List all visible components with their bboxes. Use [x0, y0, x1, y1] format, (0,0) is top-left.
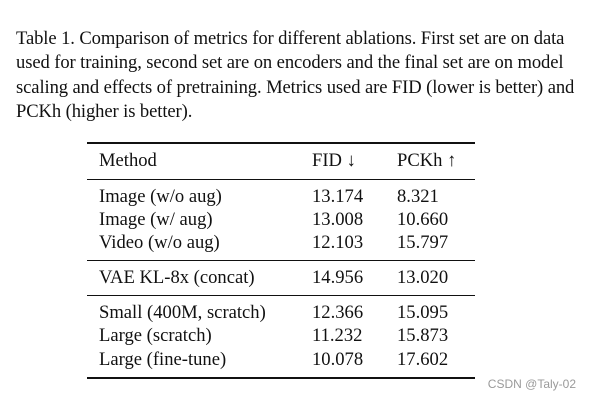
metrics-table: Method FID ↓ PCKh ↑ Image (w/o aug) 13.1…: [87, 142, 475, 379]
method-cell: Image (w/ aug): [99, 208, 213, 230]
method-cell: Large (fine-tune): [99, 348, 227, 370]
method-cell: Video (w/o aug): [99, 232, 220, 253]
pckh-cell: 13.020: [397, 267, 449, 288]
header-fid: FID ↓: [312, 150, 356, 172]
header-method: Method: [99, 150, 157, 172]
table-header-row: Method FID ↓ PCKh ↑: [87, 143, 475, 179]
table-caption: Table 1. Comparison of metrics for diffe…: [16, 28, 575, 123]
method-cell: VAE KL-8x (concat): [99, 267, 255, 288]
header-pckh: PCKh ↑: [397, 150, 457, 172]
pckh-cell: 15.797: [397, 232, 449, 253]
table-row: VAE KL-8x (concat) 14.956 13.020: [87, 260, 475, 296]
pckh-cell: 10.660: [397, 208, 449, 230]
table-row: Image (w/ aug) 13.008 10.660: [87, 208, 475, 233]
fid-cell: 14.956: [312, 267, 364, 288]
method-cell: Large (scratch): [99, 325, 212, 347]
table-row: Large (scratch) 11.232 15.873: [87, 324, 475, 349]
pckh-cell: 15.095: [397, 302, 449, 323]
watermark: CSDN @Taly-02: [487, 377, 576, 391]
table-row: Video (w/o aug) 12.103 15.797: [87, 232, 475, 261]
pckh-cell: 15.873: [397, 325, 449, 347]
method-cell: Image (w/o aug): [99, 185, 222, 207]
fid-cell: 13.174: [312, 185, 364, 207]
method-cell: Small (400M, scratch): [99, 302, 266, 323]
group-data-ablation: Image (w/o aug) 13.174 8.321 Image (w/ a…: [87, 179, 475, 261]
fid-cell: 12.103: [312, 232, 364, 253]
pckh-cell: 8.321: [397, 185, 439, 207]
fid-cell: 12.366: [312, 302, 364, 323]
group-scaling-ablation: Small (400M, scratch) 12.366 15.095 Larg…: [87, 295, 475, 378]
table-row: Large (fine-tune) 10.078 17.602: [87, 349, 475, 378]
pckh-cell: 17.602: [397, 348, 449, 370]
fid-cell: 11.232: [312, 325, 363, 347]
fid-cell: 10.078: [312, 348, 364, 370]
table-row: Small (400M, scratch) 12.366 15.095: [87, 295, 475, 325]
table-row: Image (w/o aug) 13.174 8.321: [87, 179, 475, 208]
group-encoder-ablation: VAE KL-8x (concat) 14.956 13.020: [87, 260, 475, 296]
fid-cell: 13.008: [312, 208, 364, 230]
